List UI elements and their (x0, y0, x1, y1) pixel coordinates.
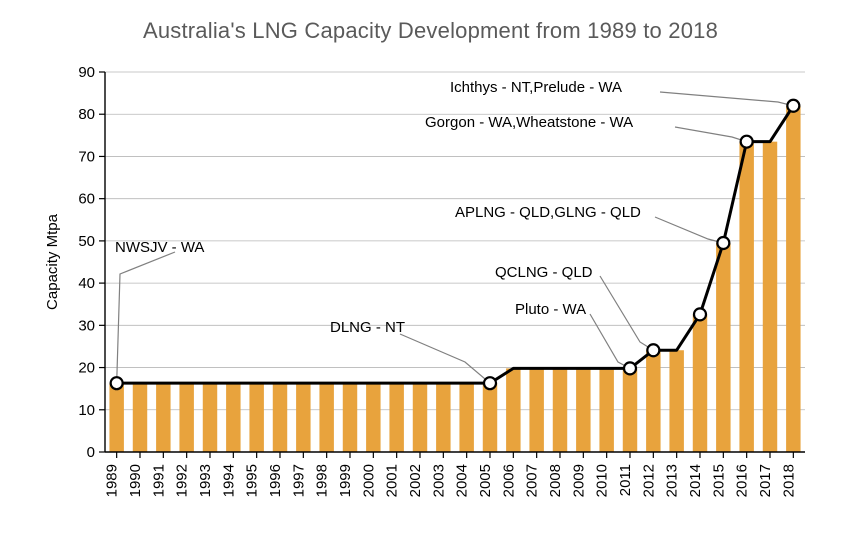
x-tick-label: 2001 (384, 464, 401, 497)
bar (366, 383, 380, 452)
annotation-leader (600, 276, 653, 350)
x-tick-label: 2015 (710, 464, 727, 497)
y-tick-label: 80 (78, 106, 95, 123)
bar (693, 314, 707, 452)
bar (389, 383, 403, 452)
chart-container: 0 10 20 30 40 50 60 70 80 90 Capacity Mtpa 1989 1990… (0, 52, 861, 552)
x-tick-label: 2007 (524, 464, 541, 497)
x-tick-label: 2004 (454, 464, 471, 497)
x-tick-label: 2018 (780, 464, 797, 497)
annotation-label: DLNG - NT (330, 319, 405, 336)
x-tick-label: 2014 (687, 464, 704, 497)
data-marker (111, 377, 123, 389)
x-tick-label: 2011 (617, 464, 634, 496)
bar (599, 368, 613, 452)
annotation-leader (590, 314, 630, 368)
bar (319, 383, 333, 452)
x-tick-label: 1999 (337, 464, 354, 497)
y-axis-label: Capacity Mtpa (44, 213, 61, 310)
x-tick-label: 1996 (267, 464, 284, 497)
annotation-leader (675, 127, 747, 142)
page-title: Australia's LNG Capacity Development fro… (0, 0, 861, 52)
bar (716, 243, 730, 452)
y-tick-label: 30 (78, 317, 95, 334)
x-tick-label: 2000 (360, 464, 377, 497)
bar (646, 350, 660, 452)
x-tick-label: 2006 (500, 464, 517, 497)
x-tick-label: 1991 (150, 464, 167, 497)
x-tick-label: 2008 (547, 464, 564, 497)
bar (203, 383, 217, 452)
data-marker (717, 237, 729, 249)
x-tick-label: 2002 (407, 464, 424, 497)
bar (436, 383, 450, 452)
annotation-label: Pluto - WA (515, 301, 586, 318)
x-tick-label: 1990 (127, 464, 144, 497)
bar (506, 368, 520, 452)
capacity-line (117, 106, 794, 383)
bar (156, 383, 170, 452)
x-tick-label: 2003 (430, 464, 447, 497)
x-tick-label: 1994 (220, 464, 237, 497)
bar (786, 106, 800, 452)
y-tick-label: 50 (78, 233, 95, 250)
bar (553, 368, 567, 452)
annotation-leader (655, 217, 723, 243)
x-tick-label: 2012 (640, 464, 657, 497)
y-tick-label: 90 (78, 64, 95, 81)
y-tick-label: 70 (78, 148, 95, 165)
annotation-leader (400, 334, 490, 383)
y-tick-label: 20 (78, 360, 95, 377)
x-tick-label: 2016 (734, 464, 751, 497)
lng-capacity-chart: 0 10 20 30 40 50 60 70 80 90 Capacity Mtpa 1989 1990… (0, 52, 861, 552)
annotation-label: APLNG - QLD,GLNG - QLD (455, 204, 641, 221)
bar (413, 383, 427, 452)
annotation-leader (660, 92, 793, 106)
data-marker (647, 344, 659, 356)
data-marker (484, 377, 496, 389)
bar (739, 142, 753, 452)
bar (529, 368, 543, 452)
x-tick-label: 1998 (314, 464, 331, 497)
annotation-label: Gorgon - WA,Wheatstone - WA (425, 114, 633, 131)
bar (623, 368, 637, 452)
x-tick-label: 2017 (757, 464, 774, 497)
bar (179, 383, 193, 452)
x-tick-label: 1993 (197, 464, 214, 497)
data-marker (787, 100, 799, 112)
bar (133, 383, 147, 452)
y-tick-label: 60 (78, 191, 95, 208)
bar (273, 383, 287, 452)
annotation-label: NWSJV - WA (115, 239, 204, 256)
y-tick-label: 10 (78, 402, 95, 419)
annotation-leader (117, 252, 175, 383)
x-tick-label: 1992 (174, 464, 191, 497)
bar (109, 383, 123, 452)
bar (296, 383, 310, 452)
data-marker (694, 308, 706, 320)
bar (249, 383, 263, 452)
y-tick-label: 40 (78, 275, 95, 292)
y-tick-label: 0 (87, 444, 95, 461)
x-tick-label: 1995 (244, 464, 261, 497)
annotation-label: QCLNG - QLD (495, 264, 593, 281)
x-tick-label: 2005 (477, 464, 494, 497)
data-marker (624, 362, 636, 374)
bar (226, 383, 240, 452)
bar (343, 383, 357, 452)
bar (483, 383, 497, 452)
x-tick-label: 2013 (664, 464, 681, 497)
x-tick-label: 2010 (594, 464, 611, 497)
bar (669, 350, 683, 452)
bar (763, 142, 777, 452)
x-tick-label: 1997 (290, 464, 307, 497)
bar (576, 368, 590, 452)
annotation-label: Ichthys - NT,Prelude - WA (450, 79, 622, 96)
x-tick-label: 1989 (104, 464, 121, 497)
x-tick-label: 2009 (570, 464, 587, 497)
bar (459, 383, 473, 452)
data-marker (741, 136, 753, 148)
